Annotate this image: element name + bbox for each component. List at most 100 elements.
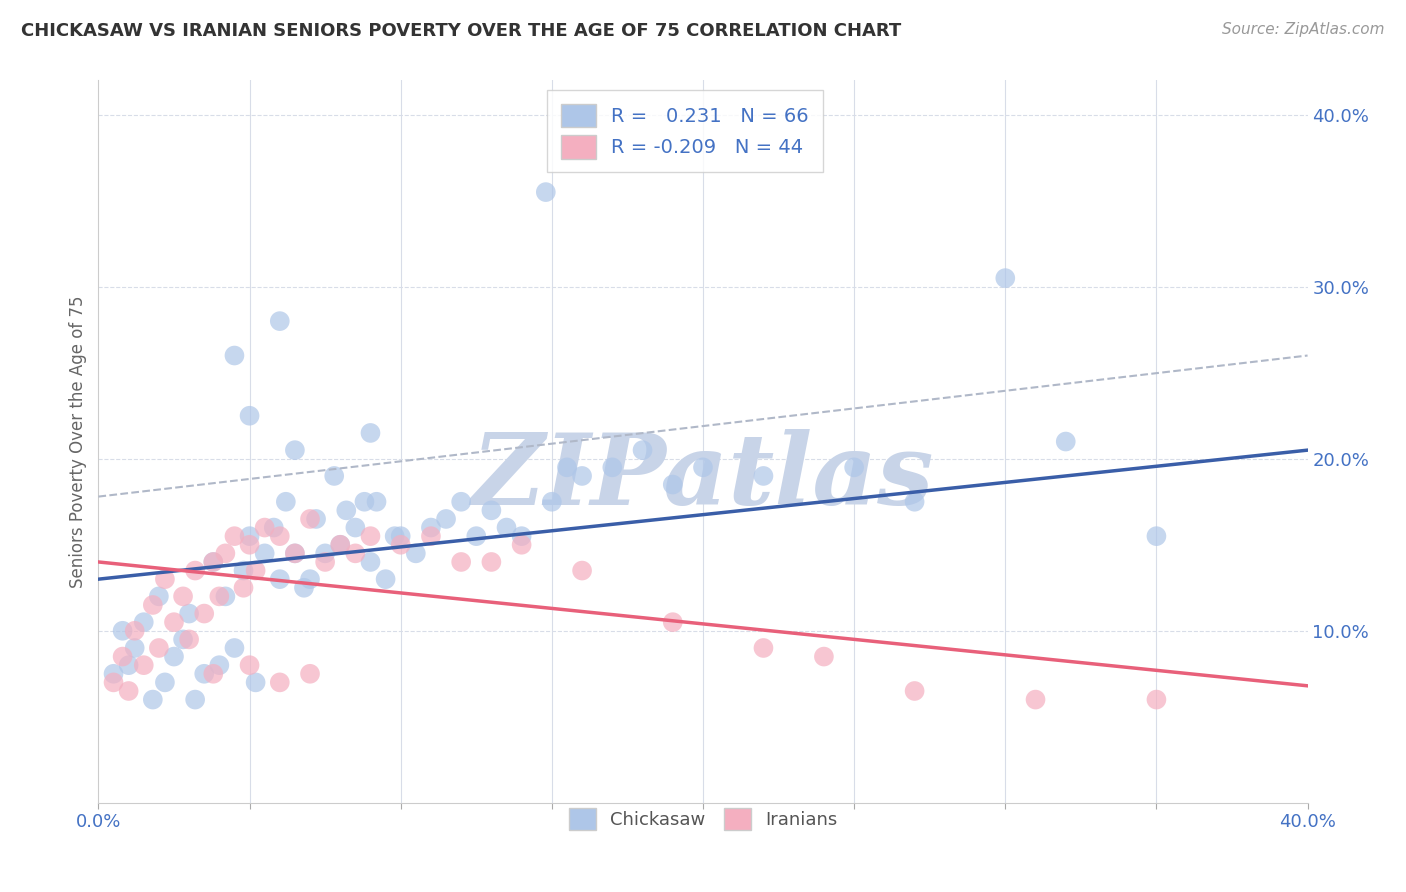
Point [179,607,201,621]
Point [184,692,207,706]
Point [540,494,562,508]
Point [111,624,134,638]
Point [153,572,176,586]
Point [1144,692,1167,706]
Point [534,185,557,199]
Point [994,271,1017,285]
Point [314,555,336,569]
Point [142,598,165,612]
Point [232,581,254,595]
Point [153,675,176,690]
Point [163,649,186,664]
Point [284,443,307,458]
Point [450,555,472,569]
Point [172,590,194,604]
Point [193,666,215,681]
Point [179,632,201,647]
Point [305,512,328,526]
Point [253,546,276,560]
Point [481,503,503,517]
Point [284,546,307,560]
Point [124,640,146,655]
Point [269,314,291,328]
Point [208,590,231,604]
Point [239,529,262,543]
Point [434,512,457,526]
Point [1144,529,1167,543]
Point [299,512,322,526]
Point [571,564,593,578]
Point [661,615,683,630]
Point [274,494,297,508]
Point [202,666,225,681]
Point [284,546,307,560]
Point [602,460,624,475]
Point [202,555,225,569]
Point [224,640,246,655]
Point [495,520,517,534]
Text: ZIPatlas: ZIPatlas [472,429,934,526]
Point [450,494,472,508]
Point [269,675,291,690]
Point [269,572,291,586]
Point [329,538,352,552]
Point [314,546,336,560]
Point [904,684,927,698]
Point [510,529,533,543]
Point [329,538,352,552]
Point [389,538,412,552]
Point [118,658,141,673]
Point [148,590,170,604]
Point [208,658,231,673]
Point [193,607,215,621]
Point [245,675,267,690]
Point [844,460,866,475]
Point [299,572,322,586]
Point [752,640,775,655]
Point [465,529,488,543]
Point [103,666,125,681]
Point [384,529,406,543]
Point [405,546,427,560]
Text: Source: ZipAtlas.com: Source: ZipAtlas.com [1222,22,1385,37]
Point [224,529,246,543]
Point [239,409,262,423]
Point [360,555,382,569]
Point [263,520,285,534]
Point [103,675,125,690]
Point [661,477,683,491]
Point [132,615,155,630]
Point [344,546,367,560]
Point [214,590,236,604]
Point [172,632,194,647]
Point [239,658,262,673]
Point [335,503,357,517]
Point [420,520,443,534]
Point [813,649,835,664]
Text: CHICKASAW VS IRANIAN SENIORS POVERTY OVER THE AGE OF 75 CORRELATION CHART: CHICKASAW VS IRANIAN SENIORS POVERTY OVE… [21,22,901,40]
Point [148,640,170,655]
Point [420,529,443,543]
Point [752,469,775,483]
Point [692,460,714,475]
Legend: Chickasaw, Iranians: Chickasaw, Iranians [561,801,845,837]
Point [631,443,654,458]
Point [118,684,141,698]
Point [224,349,246,363]
Y-axis label: Seniors Poverty Over the Age of 75: Seniors Poverty Over the Age of 75 [69,295,87,588]
Point [184,564,207,578]
Point [269,529,291,543]
Point [555,460,578,475]
Point [245,564,267,578]
Point [202,555,225,569]
Point [163,615,186,630]
Point [124,624,146,638]
Point [481,555,503,569]
Point [374,572,396,586]
Point [323,469,346,483]
Point [214,546,236,560]
Point [132,658,155,673]
Point [111,649,134,664]
Point [904,494,927,508]
Point [239,538,262,552]
